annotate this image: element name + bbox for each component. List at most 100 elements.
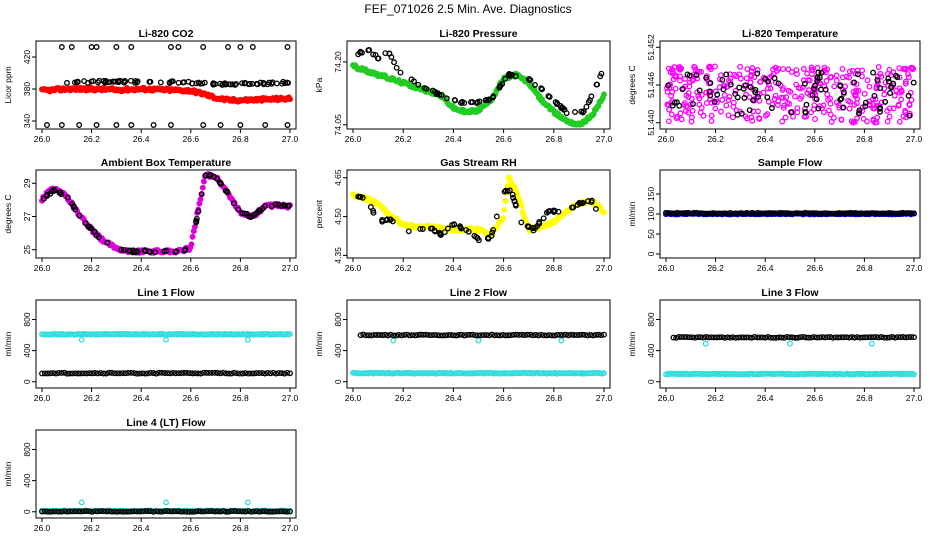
data-point (679, 86, 686, 93)
data-point (532, 81, 538, 88)
x-tick-label: 26.0 (345, 263, 362, 273)
data-point (501, 207, 508, 214)
data-point (838, 210, 845, 217)
x-tick-label: 27.0 (282, 393, 299, 403)
data-point (794, 105, 801, 112)
x-tick-label: 26.2 (707, 263, 724, 273)
data-point (272, 201, 279, 208)
data-point (682, 75, 688, 82)
outlier-point (93, 44, 100, 50)
x-tick-label: 26.4 (133, 393, 150, 403)
data-point (585, 198, 592, 205)
data-point (763, 210, 770, 217)
y-tick-label: 100 (646, 207, 656, 221)
x-tick-label: 26.0 (34, 263, 51, 273)
data-point (702, 210, 708, 217)
series-group (39, 44, 293, 128)
data-point (846, 105, 853, 112)
data-point (559, 104, 566, 111)
data-point (849, 210, 856, 217)
data-point (382, 50, 389, 57)
data-point (780, 210, 786, 217)
data-point (217, 180, 224, 187)
x-tick-label: 26.6 (183, 134, 200, 144)
y-axis-label: kPa (314, 77, 324, 92)
x-tick-label: 26.2 (83, 523, 100, 533)
y-tick-label: 400 (22, 343, 32, 357)
data-point (597, 73, 604, 80)
data-point (838, 116, 845, 123)
data-point (816, 74, 823, 81)
data-point (90, 78, 97, 84)
x-tick-label: 26.0 (658, 134, 675, 144)
data-point (712, 63, 719, 70)
data-point (230, 200, 237, 207)
panel-title: Ambient Box Temperature (101, 157, 232, 169)
x-tick-label: 26.2 (707, 134, 724, 144)
outlier-point (128, 122, 135, 128)
panel-3: Ambient Box Temperature 26.0 26.2 26.4 26.6 2… (3, 157, 299, 273)
data-point (81, 78, 88, 84)
data-point (585, 99, 592, 106)
outlier-point (68, 44, 75, 50)
outlier-point (225, 44, 231, 50)
data-point (768, 105, 775, 111)
data-point (166, 80, 173, 86)
data-point (391, 59, 398, 66)
data-point (668, 210, 675, 217)
x-tick-label: 26.8 (856, 134, 873, 144)
data-point (755, 93, 761, 100)
series-group (350, 47, 607, 128)
data-point (837, 96, 844, 103)
data-point (716, 76, 723, 83)
page-title: FEF_071026 2.5 Min. Ave. Diagnostics (364, 2, 572, 16)
data-point (821, 83, 828, 90)
data-point (142, 248, 149, 254)
y-tick-label: 4.65 (333, 169, 343, 186)
y-tick-label: 0 (646, 379, 656, 384)
data-point (690, 101, 696, 107)
series-group (350, 174, 607, 244)
data-point (486, 96, 493, 103)
data-point (678, 116, 685, 123)
y-tick-label: 800 (333, 312, 343, 326)
outlier-point (150, 122, 157, 128)
data-point (588, 199, 595, 206)
data-point (791, 210, 798, 217)
data-point (785, 210, 792, 217)
outlier-point (237, 44, 244, 50)
data-point (752, 210, 759, 217)
outlier-point (93, 122, 100, 128)
data-point (833, 72, 840, 79)
data-point (806, 77, 813, 84)
data-point (756, 115, 762, 121)
data-point (890, 105, 897, 112)
y-tick-label: 51.446 (646, 72, 656, 98)
data-point (805, 87, 812, 94)
data-point (679, 210, 686, 217)
data-point (900, 113, 907, 120)
data-point (752, 89, 759, 96)
data-point (782, 210, 789, 216)
data-point (901, 66, 908, 73)
outlier-point (262, 122, 269, 128)
data-point (815, 105, 822, 112)
data-point (696, 101, 703, 108)
data-point (51, 186, 58, 193)
data-point (874, 210, 881, 217)
data-point (812, 82, 818, 89)
data-point (185, 78, 192, 85)
y-tick-label: 74.05 (333, 114, 343, 136)
panel-0: Li-820 CO2 26.0 26.2 26.4 26.6 26.8 27.0 340 380… (3, 28, 299, 144)
data-point (840, 104, 847, 111)
data-point (225, 81, 232, 88)
data-point (530, 225, 537, 232)
data-point (708, 112, 715, 119)
data-point (665, 82, 672, 89)
data-point (199, 184, 206, 191)
data-point (872, 96, 879, 103)
data-point (370, 209, 377, 216)
data-point (898, 96, 905, 103)
data-point (804, 70, 811, 77)
data-point (780, 66, 787, 73)
